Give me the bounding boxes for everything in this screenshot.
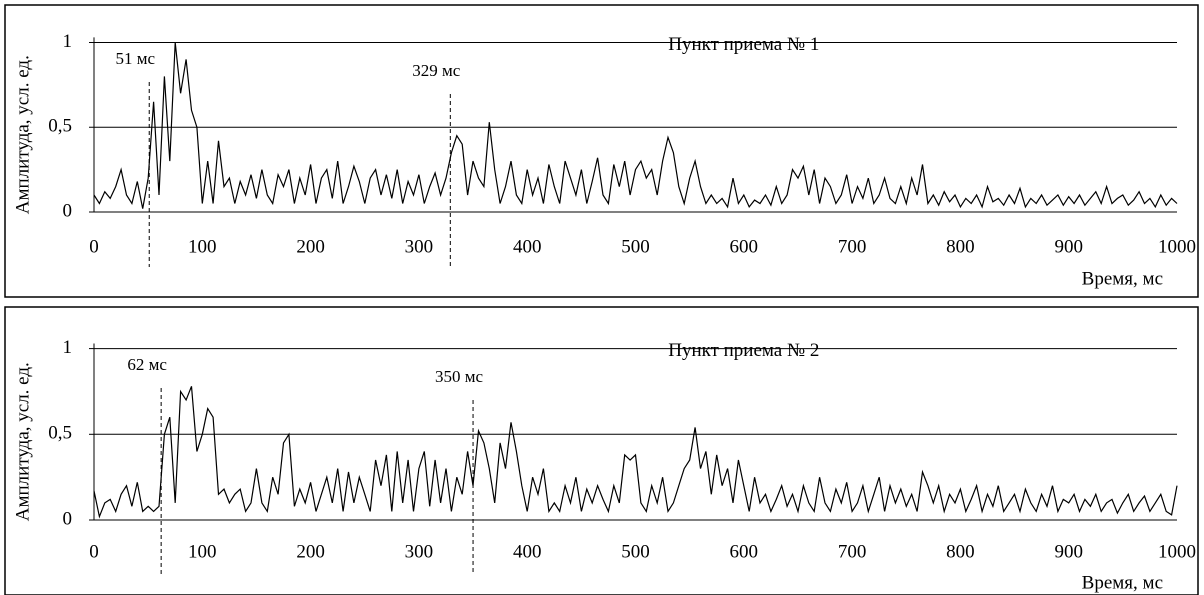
y-tick-label: 0,5	[48, 116, 72, 137]
y-tick-label: 0	[63, 200, 73, 221]
x-tick-label: 300	[405, 236, 434, 257]
y-tick-label: 1	[63, 31, 73, 52]
annotation-label: 329 мс	[412, 61, 461, 80]
x-tick-label: 700	[838, 236, 867, 257]
y-tick-label: 1	[63, 337, 73, 358]
x-tick-label: 300	[405, 541, 434, 562]
y-axis-title: Амплитуда, усл. ед.	[12, 55, 33, 214]
panel-frame	[4, 4, 1199, 298]
annotation-label: 62 мс	[127, 355, 167, 374]
x-tick-label: 500	[621, 236, 650, 257]
x-tick-label: 700	[838, 541, 867, 562]
x-axis-title: Время, мс	[1082, 268, 1163, 289]
x-axis-title: Время, мс	[1082, 572, 1163, 593]
data-line	[93, 386, 1178, 519]
x-tick-label: 100	[188, 541, 217, 562]
x-tick-label: 1000	[1158, 541, 1196, 562]
x-tick-label: 400	[513, 541, 542, 562]
y-tick-label: 0	[63, 508, 73, 529]
annotation-label: 51 мс	[115, 49, 155, 68]
x-tick-label: 900	[1054, 236, 1083, 257]
x-tick-label: 900	[1054, 541, 1083, 562]
x-tick-label: 400	[513, 236, 542, 257]
x-tick-label: 600	[730, 541, 759, 562]
x-tick-label: 500	[621, 541, 650, 562]
data-line	[93, 42, 1178, 209]
y-axis-title: Амплитуда, усл. ед.	[12, 362, 33, 521]
y-tick-label: 0,5	[48, 423, 72, 444]
annotation-label: 350 мс	[435, 367, 484, 386]
x-tick-label: 1000	[1158, 236, 1196, 257]
x-tick-label: 0	[89, 236, 99, 257]
chart-title: Пункт приема № 1	[668, 34, 819, 55]
x-tick-label: 100	[188, 236, 217, 257]
panel-frame	[4, 306, 1199, 595]
chart-title: Пункт приема № 2	[668, 340, 819, 361]
x-tick-label: 800	[946, 541, 975, 562]
x-tick-label: 200	[296, 541, 325, 562]
x-tick-label: 800	[946, 236, 975, 257]
x-tick-label: 200	[296, 236, 325, 257]
x-tick-label: 0	[89, 541, 99, 562]
x-tick-label: 600	[730, 236, 759, 257]
